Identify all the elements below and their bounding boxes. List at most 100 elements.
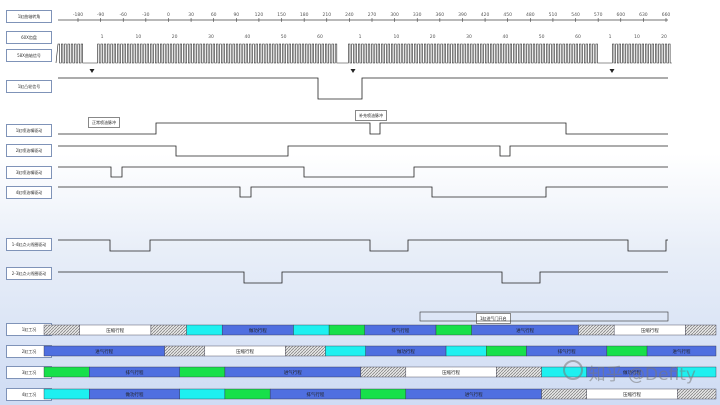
annotation-intake-open: 1缸进气门开启 xyxy=(476,313,511,324)
angle-tick-label: 480 xyxy=(526,12,535,18)
wechat-icon xyxy=(562,360,583,380)
angle-tick-label: 300 xyxy=(390,12,399,18)
tooth-number: 50 xyxy=(539,34,545,40)
injector-3-waveform xyxy=(58,166,668,178)
stroke-segment-label: 压缩行程 xyxy=(442,369,460,376)
stroke-segment xyxy=(325,345,366,357)
tooth-number: 50 xyxy=(281,34,287,40)
angle-tick-label: 510 xyxy=(549,12,558,18)
stroke-segment-label: 进气行程 xyxy=(284,369,302,376)
tooth-number: 30 xyxy=(466,34,472,40)
tooth-number: 10 xyxy=(393,34,399,40)
label-ignition-23: 2-3缸点火线圈驱动 xyxy=(6,267,52,280)
angle-tick-label: 120 xyxy=(255,12,264,18)
stroke-segment-label: 压缩行程 xyxy=(106,327,124,334)
stroke-segment-label: 进气行程 xyxy=(516,327,534,334)
label-injector-2: 2缸喷油嘴驱动 xyxy=(6,144,52,157)
stroke-segment-label: 排气行程 xyxy=(306,391,324,398)
stroke-segment xyxy=(328,324,365,336)
tooth-number: 20 xyxy=(172,34,178,40)
stroke-segment xyxy=(285,345,326,357)
angle-tick-label: 450 xyxy=(503,12,512,18)
tooth-number: 1 xyxy=(359,34,362,40)
tooth-number: 1 xyxy=(609,34,612,40)
tooth-pulses xyxy=(55,43,672,64)
stroke-segment xyxy=(646,345,717,357)
label-injector-1: 1缸喷油嘴驱动 xyxy=(6,124,52,137)
angle-tick-label: 330 xyxy=(413,12,422,18)
angle-tick-label: -180 xyxy=(73,12,83,18)
angle-tick-label: 240 xyxy=(345,12,354,18)
angle-tick-label: 30 xyxy=(188,12,194,18)
angle-tick-label: 570 xyxy=(594,12,603,18)
tooth-number: 60 xyxy=(575,34,581,40)
stroke-segment xyxy=(43,324,80,336)
crank-angle-scale: -180 -90 -60 -30 0 30 60 90 120 150 180 210 240 270 30… xyxy=(58,12,670,40)
stroke-segment-label: 做功行程 xyxy=(623,369,641,376)
tooth-pulse-train xyxy=(55,43,672,73)
angle-tick-label: 0 xyxy=(167,12,170,18)
signal-waveforms xyxy=(58,77,669,322)
stroke-segment-label: 进气行程 xyxy=(95,348,113,355)
angle-tick-label: 270 xyxy=(368,12,377,18)
tooth-number: 40 xyxy=(502,34,508,40)
missing-tooth-marker xyxy=(350,69,356,73)
label-ignition-14: 1-4缸点火线圈驱动 xyxy=(6,238,52,251)
stroke-segment xyxy=(179,388,226,400)
tooth-number: 10 xyxy=(135,34,141,40)
tooth-number: 10 xyxy=(634,34,640,40)
stroke-segment-label: 进气行程 xyxy=(465,391,483,398)
stroke-segment xyxy=(179,366,226,378)
tooth-number: 40 xyxy=(244,34,250,40)
stroke-segment xyxy=(496,366,542,378)
angle-tick-label: 600 xyxy=(616,12,625,18)
stroke-segment-label: 压缩行程 xyxy=(623,391,641,398)
stroke-segment-label: 排气行程 xyxy=(391,327,409,334)
angle-tick-label: 150 xyxy=(277,12,286,18)
watermark-text: 知乎 @Defity xyxy=(588,365,696,385)
stroke-segment xyxy=(578,324,615,336)
angle-tick-label: 420 xyxy=(481,12,490,18)
angle-tick-label: 630 xyxy=(639,12,648,18)
label-tooth-disk: 60X齿盘 xyxy=(6,31,52,44)
angle-tick-label: 660 xyxy=(662,12,671,18)
stroke-segment-label: 压缩行程 xyxy=(641,327,659,334)
injector-4-waveform xyxy=(58,186,668,198)
angle-tick-label: 60 xyxy=(211,12,217,18)
angle-tick-label: 90 xyxy=(233,12,239,18)
label-crank-signal: 58X曲轴信号 xyxy=(6,49,52,62)
stroke-segment xyxy=(606,345,648,357)
stroke-segment xyxy=(486,345,527,357)
angle-tick-label: 210 xyxy=(322,12,331,18)
stroke-segment xyxy=(224,388,271,400)
stroke-segment-label: 排气行程 xyxy=(558,348,576,355)
stroke-segment-label: 做功行程 xyxy=(125,391,143,398)
angle-tick-label: 540 xyxy=(571,12,580,18)
annotation-normal-injection: 正常喷油脉冲 xyxy=(88,117,120,128)
tooth-number: 60 xyxy=(317,34,323,40)
stroke-segment xyxy=(164,345,206,357)
tooth-number: 1 xyxy=(101,34,104,40)
stroke-segment-label: 做功行程 xyxy=(249,327,267,334)
stroke-segment xyxy=(685,324,717,336)
label-crank-angle: 1缸曲轴转角 xyxy=(6,10,52,23)
stroke-segment xyxy=(541,388,587,400)
stroke-segment xyxy=(435,324,472,336)
stroke-segment xyxy=(293,324,330,336)
injector-1-waveform xyxy=(58,122,668,135)
stroke-segment-label: 做功行程 xyxy=(397,348,415,355)
angle-tick-label: 360 xyxy=(436,12,445,18)
angle-tick-label: 390 xyxy=(458,12,467,18)
stroke-segment xyxy=(43,366,90,378)
injector-2-waveform xyxy=(58,145,668,157)
label-cam-signal: 1缸凸轮信号 xyxy=(6,80,52,93)
angle-tick-label: -90 xyxy=(97,12,104,18)
stroke-segment-label: 排气行程 xyxy=(125,369,143,376)
angle-tick-label: 180 xyxy=(300,12,309,18)
label-injector-4: 4缸喷油嘴驱动 xyxy=(6,186,52,199)
stroke-segment xyxy=(43,388,90,400)
angle-tick-label: -30 xyxy=(142,12,149,18)
stroke-segment xyxy=(445,345,487,357)
